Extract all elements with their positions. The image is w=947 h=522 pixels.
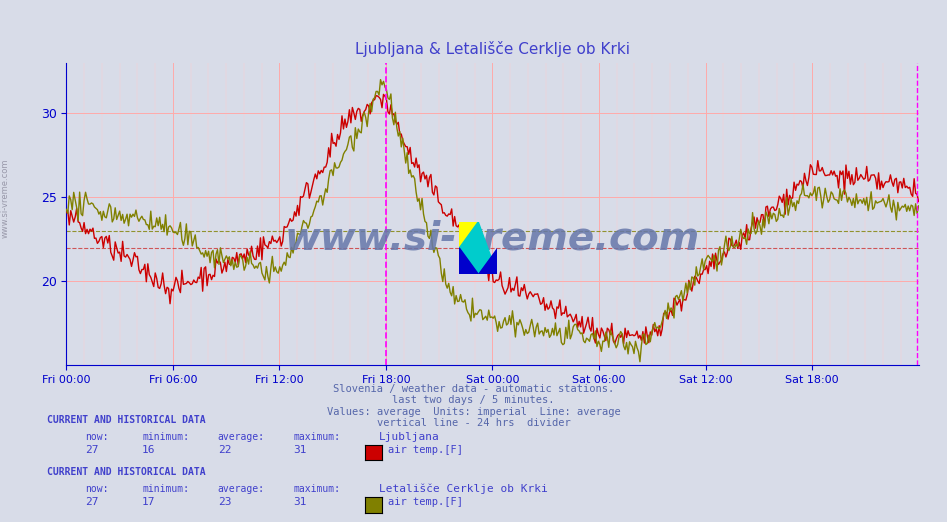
Text: 23: 23 bbox=[218, 497, 231, 507]
Text: 22: 22 bbox=[218, 445, 231, 455]
Text: now:: now: bbox=[85, 432, 109, 442]
Polygon shape bbox=[459, 222, 478, 248]
Text: 27: 27 bbox=[85, 497, 98, 507]
Text: Letališče Cerklje ob Krki: Letališče Cerklje ob Krki bbox=[379, 483, 547, 494]
Text: 16: 16 bbox=[142, 445, 155, 455]
Text: average:: average: bbox=[218, 432, 265, 442]
Text: minimum:: minimum: bbox=[142, 484, 189, 494]
Text: 31: 31 bbox=[294, 445, 307, 455]
Text: CURRENT AND HISTORICAL DATA: CURRENT AND HISTORICAL DATA bbox=[47, 467, 206, 477]
Title: Ljubljana & Letališče Cerklje ob Krki: Ljubljana & Letališče Cerklje ob Krki bbox=[355, 41, 630, 57]
Text: minimum:: minimum: bbox=[142, 432, 189, 442]
Text: www.si-vreme.com: www.si-vreme.com bbox=[0, 159, 9, 238]
Text: Ljubljana: Ljubljana bbox=[379, 432, 439, 442]
Text: air temp.[F]: air temp.[F] bbox=[388, 497, 463, 507]
Polygon shape bbox=[459, 222, 497, 274]
Text: vertical line - 24 hrs  divider: vertical line - 24 hrs divider bbox=[377, 418, 570, 428]
Polygon shape bbox=[478, 248, 497, 274]
Text: average:: average: bbox=[218, 484, 265, 494]
Text: Slovenia / weather data - automatic stations.: Slovenia / weather data - automatic stat… bbox=[333, 384, 614, 394]
Text: now:: now: bbox=[85, 484, 109, 494]
Polygon shape bbox=[459, 248, 478, 274]
Text: 31: 31 bbox=[294, 497, 307, 507]
Text: maximum:: maximum: bbox=[294, 484, 341, 494]
Text: maximum:: maximum: bbox=[294, 432, 341, 442]
Text: www.si-vreme.com: www.si-vreme.com bbox=[285, 219, 700, 257]
Text: Values: average  Units: imperial  Line: average: Values: average Units: imperial Line: av… bbox=[327, 407, 620, 417]
Text: last two days / 5 minutes.: last two days / 5 minutes. bbox=[392, 395, 555, 405]
Text: 17: 17 bbox=[142, 497, 155, 507]
Text: CURRENT AND HISTORICAL DATA: CURRENT AND HISTORICAL DATA bbox=[47, 415, 206, 425]
Text: 27: 27 bbox=[85, 445, 98, 455]
Text: air temp.[F]: air temp.[F] bbox=[388, 445, 463, 455]
